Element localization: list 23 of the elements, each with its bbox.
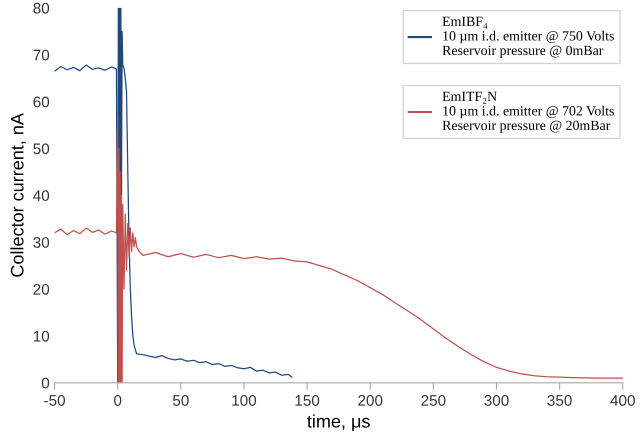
legend-label: EmITF₂N 10 µm i.d. emitter @ 702 Volts Reservoir pressure @ 20mBar — [442, 92, 614, 133]
y-axis-title: Collector current, nA — [10, 113, 26, 277]
x-tick-label: 100 — [232, 395, 256, 406]
legend-label: EmIBF₄ 10 µm i.d. emitter @ 750 Volts Reservoir pressure @ 0mBar — [442, 16, 614, 58]
y-tick-label: 20 — [33, 284, 50, 295]
x-tick-label: 0 — [114, 395, 122, 406]
x-tick-label: 50 — [172, 395, 189, 406]
x-tick-label: 250 — [421, 395, 446, 406]
y-tick-label: 30 — [33, 237, 50, 248]
y-tick-label: 0 — [42, 378, 50, 388]
y-tick-label: 40 — [33, 190, 50, 202]
y-tick-label: 80 — [33, 2, 50, 14]
x-tick-label: -50 — [44, 395, 66, 406]
x-tick-label: 400 — [610, 395, 635, 406]
x-tick-label: 200 — [358, 395, 382, 406]
x-tick-label: 150 — [296, 395, 320, 406]
y-tick-label: 60 — [33, 96, 50, 108]
y-tick-label: 70 — [34, 50, 50, 60]
y-tick-label: 50 — [33, 143, 50, 154]
x-tick-label: 350 — [547, 395, 572, 406]
y-tick-label: 10 — [34, 330, 50, 342]
x-tick-label: 300 — [484, 395, 509, 406]
x-axis-title: time, μs — [307, 414, 370, 431]
